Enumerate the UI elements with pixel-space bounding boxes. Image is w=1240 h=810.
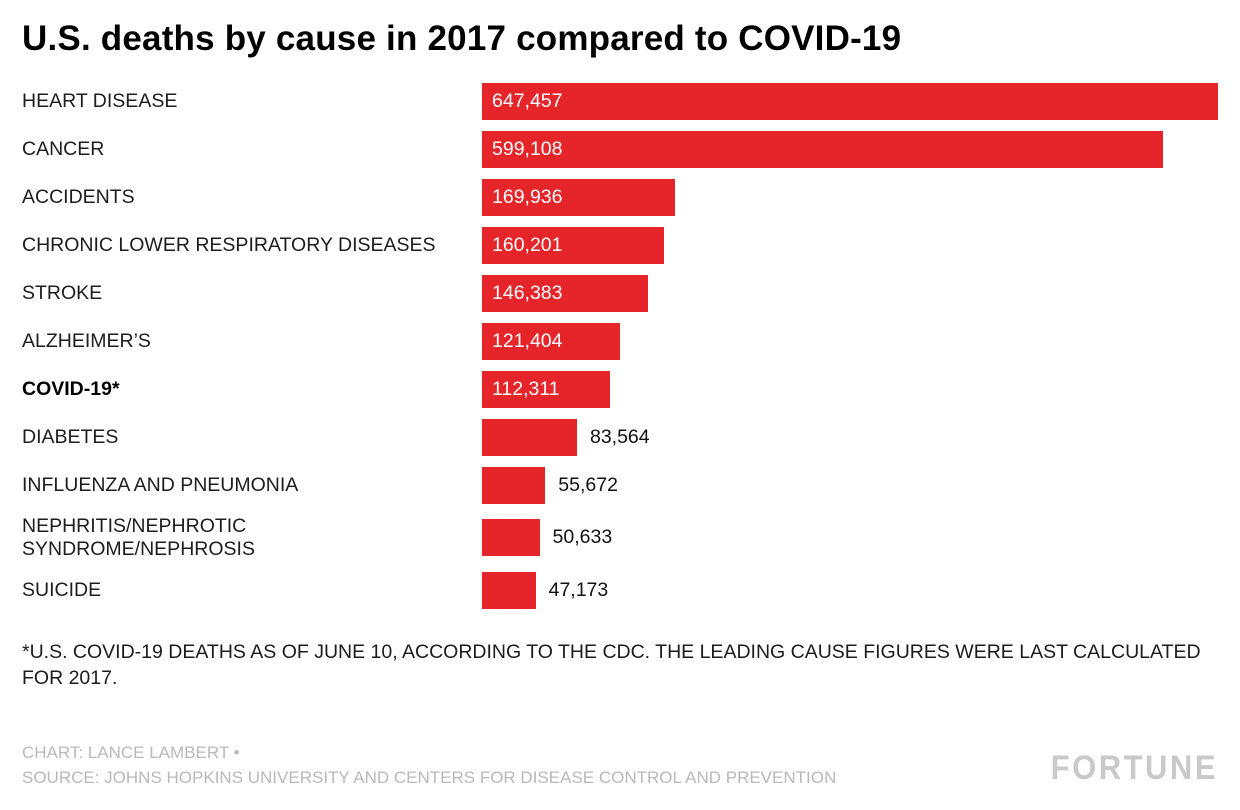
- bar: [482, 418, 577, 456]
- bar-label: NEPHRITIS/NEPHROTIC SYNDROME/NEPHROSIS: [22, 514, 255, 560]
- bar-area: 169,936: [482, 178, 1218, 216]
- footer: CHART: LANCE LAMBERT • SOURCE: JOHNS HOP…: [22, 742, 1218, 789]
- bar-value: 146,383: [492, 281, 563, 304]
- bar-value: 599,108: [492, 137, 563, 160]
- bar-label: ACCIDENTS: [22, 185, 135, 208]
- bar-area: 112,311: [482, 370, 1218, 408]
- chart-credit: CHART: LANCE LAMBERT •: [22, 742, 240, 762]
- bar-value: 121,404: [492, 329, 563, 352]
- chart-row: STROKE 146,383: [22, 274, 1218, 312]
- bar-area: 146,383: [482, 274, 1218, 312]
- bar-label: CANCER: [22, 137, 105, 160]
- bar: [482, 519, 540, 556]
- bar-area: 121,404: [482, 322, 1218, 360]
- bar-value: 83,564: [589, 425, 650, 448]
- chart-row: DIABETES 83,564: [22, 418, 1218, 456]
- chart-row: HEART DISEASE 647,457: [22, 82, 1218, 120]
- footnote: *U.S. COVID-19 DEATHS AS OF JUNE 10, ACC…: [22, 640, 1201, 690]
- bar-value: 160,201: [492, 233, 563, 256]
- chart-row: CANCER 599,108: [22, 130, 1218, 168]
- bar: 160,201: [482, 226, 665, 264]
- bar: 647,457: [482, 82, 1218, 120]
- chart-row: COVID-19* 112,311: [22, 370, 1218, 408]
- bar-area: 55,672: [482, 466, 1218, 504]
- bar-label: SUICIDE: [22, 578, 102, 601]
- chart-row: SUICIDE 47,173: [22, 571, 1218, 609]
- bar: 112,311: [482, 370, 610, 408]
- fortune-logo: FORTUNE: [1050, 747, 1218, 787]
- source-credit: SOURCE: JOHNS HOPKINS UNIVERSITY AND CEN…: [22, 767, 837, 787]
- bar-label: INFLUENZA AND PNEUMONIA: [22, 473, 299, 496]
- bar-value: 647,457: [492, 89, 563, 112]
- bar-label: CHRONIC LOWER RESPIRATORY DISEASES: [22, 233, 436, 256]
- bar-area: 83,564: [482, 418, 1218, 456]
- chart-row: ALZHEIMER’S 121,404: [22, 322, 1218, 360]
- bar-area: 47,173: [482, 571, 1218, 609]
- chart-row: INFLUENZA AND PNEUMONIA 55,672: [22, 466, 1218, 504]
- bar-label: HEART DISEASE: [22, 89, 178, 112]
- bar: 169,936: [482, 178, 676, 216]
- chart-row: NEPHRITIS/NEPHROTIC SYNDROME/NEPHROSIS 50…: [22, 515, 1218, 561]
- bar-label: DIABETES: [22, 425, 119, 448]
- bar-value: 47,173: [548, 578, 609, 601]
- bar-value: 55,672: [558, 473, 618, 496]
- chart-row: CHRONIC LOWER RESPIRATORY DISEASES 160,20…: [22, 226, 1218, 264]
- bar-area: 50,633: [482, 519, 1218, 556]
- bar-value: 112,311: [492, 377, 560, 400]
- bar-chart: HEART DISEASE 647,457 CANCER 599,108 ACCIDEN…: [22, 82, 1218, 609]
- chart-title: U.S. deaths by cause in 2017 compared to…: [22, 19, 902, 58]
- bar-label: COVID-19*: [22, 377, 120, 400]
- bar-value: 169,936: [492, 185, 563, 208]
- bar-value: 50,633: [552, 526, 613, 548]
- bar-area: 599,108: [482, 130, 1218, 168]
- bar-label: STROKE: [22, 281, 103, 304]
- bar: [482, 571, 536, 609]
- credits: CHART: LANCE LAMBERT • SOURCE: JOHNS HOP…: [22, 742, 836, 789]
- bar-area: 647,457: [482, 82, 1218, 120]
- chart-row: ACCIDENTS 169,936: [22, 178, 1218, 216]
- bar: [482, 466, 546, 504]
- bar-label: ALZHEIMER’S: [22, 329, 151, 352]
- bar: 146,383: [482, 274, 649, 312]
- bar-area: 160,201: [482, 226, 1218, 264]
- bar: 599,108: [482, 130, 1164, 168]
- bar: 121,404: [482, 322, 620, 360]
